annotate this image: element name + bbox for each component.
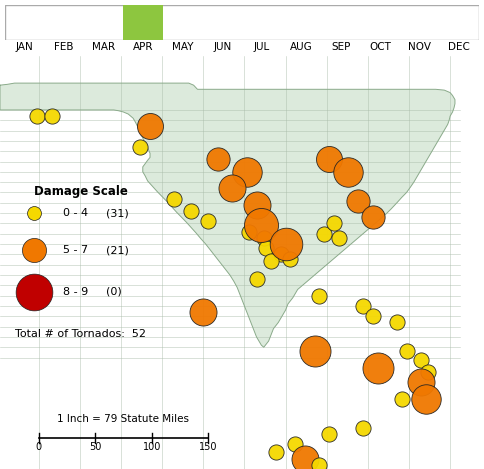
Point — [228, 185, 236, 192]
Bar — [123, 5, 163, 40]
Text: 0 - 4: 0 - 4 — [63, 208, 88, 218]
Text: Damage Scale: Damage Scale — [34, 184, 128, 197]
Point — [253, 201, 260, 209]
Text: (21): (21) — [106, 245, 129, 255]
Point — [30, 247, 38, 254]
Text: 50: 50 — [89, 442, 101, 453]
Text: JAN: JAN — [15, 42, 33, 53]
Text: 100: 100 — [142, 442, 161, 453]
Point — [260, 234, 268, 242]
Polygon shape — [0, 83, 455, 347]
Text: (0): (0) — [106, 287, 122, 296]
Point — [267, 257, 275, 265]
Point — [422, 395, 430, 402]
Point — [48, 113, 56, 120]
Point — [33, 113, 41, 120]
Point — [311, 348, 318, 355]
Point — [187, 207, 195, 215]
Point — [146, 123, 154, 130]
Point — [257, 222, 265, 229]
Text: JUN: JUN — [213, 42, 231, 53]
Text: NOV: NOV — [408, 42, 431, 53]
Text: (31): (31) — [106, 208, 129, 218]
Point — [369, 312, 377, 320]
Text: 0: 0 — [36, 442, 42, 453]
Text: APR: APR — [133, 42, 153, 53]
Text: MAY: MAY — [172, 42, 194, 53]
Point — [287, 255, 294, 262]
Point — [277, 250, 285, 258]
Point — [199, 309, 207, 316]
Point — [291, 440, 299, 448]
Point — [316, 292, 323, 299]
Point — [354, 197, 362, 204]
Point — [424, 368, 432, 376]
Text: SEP: SEP — [331, 42, 350, 53]
Text: DEC: DEC — [449, 42, 470, 53]
Point — [325, 156, 333, 163]
Point — [393, 319, 401, 326]
Point — [359, 424, 367, 431]
Point — [272, 449, 280, 456]
Point — [330, 219, 338, 227]
Point — [282, 240, 289, 248]
Point — [417, 378, 425, 386]
Point — [30, 288, 38, 295]
Point — [325, 430, 333, 438]
Point — [262, 244, 270, 252]
Text: JUL: JUL — [254, 42, 270, 53]
Text: 150: 150 — [199, 442, 217, 453]
Point — [243, 168, 251, 175]
Point — [359, 302, 367, 310]
Text: 1 Inch = 79 Statute Miles: 1 Inch = 79 Statute Miles — [58, 414, 189, 424]
Point — [335, 234, 343, 242]
Point — [417, 356, 425, 363]
Point — [204, 218, 212, 225]
Point — [369, 213, 377, 221]
Point — [398, 395, 406, 402]
Point — [214, 156, 222, 163]
Point — [136, 144, 144, 151]
Point — [301, 455, 309, 462]
Point — [320, 230, 328, 237]
Point — [170, 195, 178, 203]
Point — [374, 364, 381, 371]
Text: FEB: FEB — [54, 42, 74, 53]
Point — [316, 461, 323, 469]
Point — [345, 168, 352, 175]
Text: 8 - 9: 8 - 9 — [63, 287, 88, 296]
Text: Total # of Tornados:  52: Total # of Tornados: 52 — [15, 329, 146, 339]
Text: 5 - 7: 5 - 7 — [63, 245, 88, 255]
Text: MAR: MAR — [92, 42, 115, 53]
Point — [403, 348, 410, 355]
Point — [30, 209, 38, 217]
Text: AUG: AUG — [290, 42, 313, 53]
Point — [245, 228, 253, 235]
Point — [253, 275, 260, 283]
Text: OCT: OCT — [369, 42, 391, 53]
